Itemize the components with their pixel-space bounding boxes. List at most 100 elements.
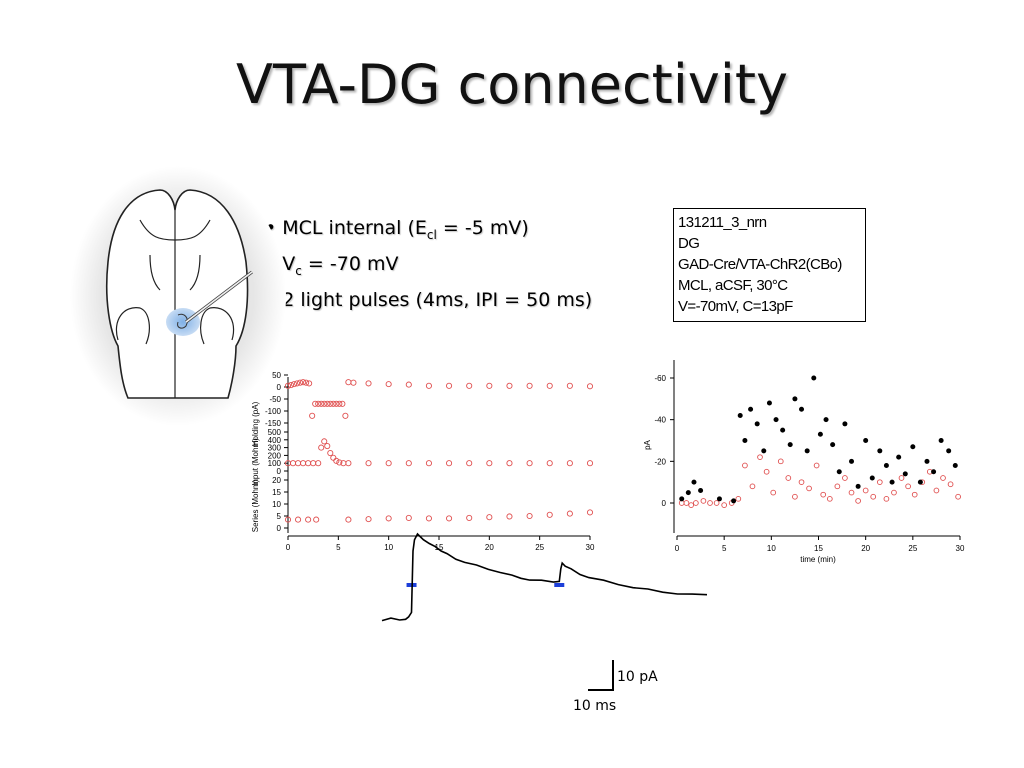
scale-bar-x-label: 10 ms [573, 698, 616, 714]
series-point [486, 514, 493, 521]
input-point [526, 460, 533, 467]
second-pulse-point [883, 495, 890, 502]
first-pulse-point [716, 496, 722, 502]
first-pulse-point [823, 417, 829, 423]
second-pulse-point [940, 475, 946, 481]
holding-point [284, 382, 292, 389]
recording-info-box: 131211_3_nrn DG GAD-Cre/VTA-ChR2(CBo) MC… [673, 208, 866, 322]
holding-point [327, 400, 334, 407]
second-pulse-point [911, 491, 918, 498]
y-tick-label: 200 [268, 451, 282, 460]
second-pulse-point [785, 475, 792, 481]
series-point [365, 516, 372, 523]
input-point [446, 460, 453, 467]
input-point [546, 460, 553, 467]
holding-point [339, 400, 346, 407]
first-pulse-point [691, 479, 697, 485]
series-point [295, 516, 302, 523]
info-line: DG [678, 235, 700, 252]
holding-point [365, 380, 372, 387]
first-pulse-point [877, 448, 883, 454]
second-pulse-point [806, 485, 812, 492]
holding-point [486, 382, 493, 389]
holding-point [350, 379, 357, 386]
input-point [586, 460, 594, 467]
input-point [385, 460, 392, 467]
y-tick-label: 0 [662, 499, 667, 508]
bullet-subscript: c [295, 263, 302, 278]
y-tick-label: -50 [269, 395, 281, 404]
first-pulse-point [863, 438, 869, 443]
series-point [586, 509, 594, 516]
input-point [486, 460, 493, 467]
input-point [566, 460, 573, 467]
first-pulse-point [679, 496, 685, 502]
hippocampus-right [200, 307, 235, 345]
second-pulse-point [955, 493, 961, 500]
first-pulse-point [817, 431, 823, 437]
first-pulse-point [748, 406, 754, 412]
series-axis-label: Series (Mohm) [251, 479, 260, 532]
first-pulse-point [842, 421, 848, 427]
input-point [336, 459, 343, 466]
second-pulse-point [933, 487, 940, 494]
first-pulse-point [946, 448, 952, 454]
second-pulse-point [742, 462, 748, 469]
scale-bar [588, 660, 614, 691]
first-pulse-point [761, 448, 767, 454]
second-pulse-point [735, 495, 742, 502]
second-pulse-point [855, 498, 861, 504]
bullet-marker: • [265, 217, 277, 239]
x-tick-label: 10 [384, 543, 393, 552]
x-tick-label: 15 [814, 544, 823, 553]
info-line: MCL, aCSF, 30°C [678, 277, 788, 294]
y-tick-label: 15 [272, 488, 281, 497]
first-pulse-point [799, 406, 805, 412]
second-pulse-point [683, 500, 690, 506]
bullet-text: MCL internal (E [282, 217, 427, 239]
slide-title: VTA-DG connectivity [236, 53, 788, 116]
brain-fold [139, 219, 211, 241]
dentate-gyrus [177, 313, 188, 329]
holding-point [566, 382, 573, 389]
info-line: 131211_3_nrn [678, 214, 767, 231]
input-point [324, 442, 331, 450]
series-point [446, 515, 453, 522]
holding-point [342, 412, 349, 419]
input-points [284, 438, 594, 467]
right-y-ticks: -60 -40 -20 0 [654, 374, 674, 508]
first-pulse-point [855, 483, 861, 489]
holding-point [336, 400, 343, 407]
input-axis-label: Input (Mohm) [251, 438, 260, 486]
first-pulse-point [889, 479, 895, 485]
input-point [305, 460, 312, 467]
second-pulse-point [947, 481, 954, 488]
first-pulse-point [792, 396, 798, 402]
first-pulse-point [811, 375, 817, 381]
holding-point [405, 381, 412, 388]
first-pulse-point [869, 475, 875, 481]
holding-point [586, 383, 594, 390]
first-pulse-point [773, 417, 779, 423]
light-spot [166, 308, 200, 336]
bullet-subscript: cl [426, 227, 437, 242]
left-x-ticks: 0 5 10 15 20 25 30 [286, 536, 595, 552]
first-pulse-point [685, 490, 691, 496]
holding-point [425, 382, 432, 389]
holding-point [385, 381, 392, 388]
first-pulse-point [836, 469, 842, 475]
x-tick-label: 25 [908, 544, 917, 553]
holding-point [294, 380, 301, 387]
x-tick-label: 0 [675, 544, 680, 553]
series-ticks: 20 15 10 5 0 [272, 476, 288, 533]
first-pulse-point [924, 458, 930, 464]
x-tick-label: 0 [286, 543, 291, 552]
y-tick-label: 5 [277, 512, 282, 521]
second-pulse-point [700, 498, 707, 504]
first-pulse-point [896, 454, 902, 460]
y-tick-label: 0 [277, 524, 282, 533]
right-x-ticks: 0 5 10 15 20 25 30 [675, 536, 965, 553]
epsc-timecourse-plot: -60 -40 -20 0 0 5 10 15 20 25 30 pA time (min) [643, 360, 965, 564]
